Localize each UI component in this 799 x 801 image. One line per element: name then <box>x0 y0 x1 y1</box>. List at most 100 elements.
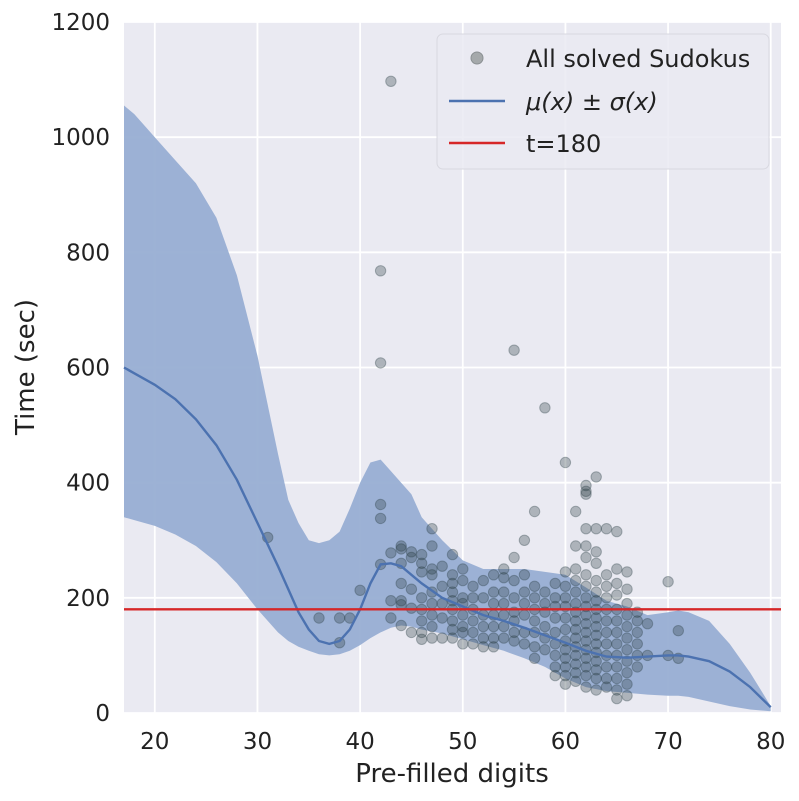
data-point <box>621 597 633 610</box>
data-point <box>457 620 469 633</box>
data-point <box>600 615 613 627</box>
data-point <box>477 574 489 587</box>
x-tick-labels: 20 30 40 50 60 70 80 <box>140 729 785 755</box>
data-point <box>549 612 561 624</box>
legend-label: μ(x) ± σ(x) <box>525 88 658 116</box>
data-point <box>395 543 407 555</box>
data-point <box>590 557 602 569</box>
data-point <box>621 609 633 621</box>
data-point <box>611 638 623 650</box>
data-point <box>611 589 623 601</box>
std-band-area <box>124 105 771 712</box>
data-point <box>405 583 418 595</box>
data-point <box>611 692 623 705</box>
data-point <box>600 523 613 535</box>
data-point <box>374 265 387 277</box>
data-point <box>621 583 633 595</box>
x-tick-label: 50 <box>448 729 477 755</box>
data-point <box>621 566 633 578</box>
data-point <box>611 525 623 538</box>
data-point <box>426 540 438 552</box>
y-tick-label: 400 <box>66 471 110 497</box>
x-tick-label: 20 <box>140 729 169 755</box>
data-point <box>600 569 613 581</box>
data-point <box>528 652 541 664</box>
data-point <box>570 563 582 575</box>
data-point <box>508 344 520 356</box>
data-point <box>426 620 438 633</box>
x-axis-label: Pre-filled digits <box>355 759 549 789</box>
data-point <box>477 632 489 644</box>
legend-label: All solved Sudokus <box>526 45 750 73</box>
data-point <box>416 592 428 604</box>
data-point <box>559 623 572 636</box>
data-point <box>549 649 561 662</box>
data-point <box>446 548 459 561</box>
data-point <box>528 641 541 653</box>
data-point <box>621 644 633 656</box>
data-point <box>611 563 623 575</box>
data-point <box>590 629 602 641</box>
data-point <box>426 632 438 644</box>
data-point <box>405 551 418 564</box>
data-point <box>611 649 623 662</box>
data-point <box>580 540 592 552</box>
data-point <box>498 632 510 644</box>
x-tick-label: 30 <box>243 729 272 755</box>
data-point <box>570 632 582 644</box>
data-point <box>457 563 469 575</box>
data-point <box>374 498 387 511</box>
data-point <box>580 626 592 639</box>
mean-line <box>123 366 772 709</box>
legend-label: t=180 <box>526 130 601 158</box>
data-point <box>457 609 469 621</box>
data-point <box>611 684 623 696</box>
data-point <box>539 586 551 598</box>
data-point <box>508 635 520 647</box>
data-point <box>549 577 561 590</box>
data-point <box>487 569 500 581</box>
y-tick-labels: 0 200 400 600 800 1000 1200 <box>51 10 110 727</box>
data-point <box>467 615 479 627</box>
data-point <box>580 618 592 630</box>
data-point <box>457 638 469 650</box>
data-point <box>590 574 602 587</box>
data-point <box>590 620 602 633</box>
data-point <box>518 586 531 598</box>
data-point <box>580 580 592 592</box>
data-point <box>590 595 602 607</box>
data-point <box>426 597 438 610</box>
data-point <box>600 638 613 650</box>
data-point <box>580 592 592 604</box>
data-point <box>611 661 623 673</box>
data-point <box>580 551 592 564</box>
data-point <box>518 609 531 621</box>
data-point <box>549 626 561 639</box>
data-point <box>590 612 602 624</box>
data-point <box>600 681 613 693</box>
data-point <box>559 592 572 604</box>
data-point <box>570 675 582 687</box>
data-point <box>416 615 428 627</box>
data-point <box>611 626 623 639</box>
data-point <box>436 560 448 572</box>
data-point <box>580 669 592 682</box>
data-point <box>631 649 643 662</box>
data-point <box>528 505 541 518</box>
data-point <box>416 633 428 645</box>
data-point <box>590 664 602 676</box>
data-point <box>600 626 613 639</box>
data-point <box>611 577 623 590</box>
data-point <box>559 456 572 469</box>
data-point <box>405 626 418 639</box>
data-point <box>405 546 418 558</box>
data-point <box>600 592 613 604</box>
x-tick-label: 60 <box>551 729 580 755</box>
data-point <box>559 661 572 673</box>
data-point <box>467 580 479 592</box>
data-point <box>590 684 602 696</box>
data-point <box>498 563 510 575</box>
data-point <box>580 652 592 664</box>
data-point <box>385 547 397 559</box>
data-point <box>446 615 459 627</box>
